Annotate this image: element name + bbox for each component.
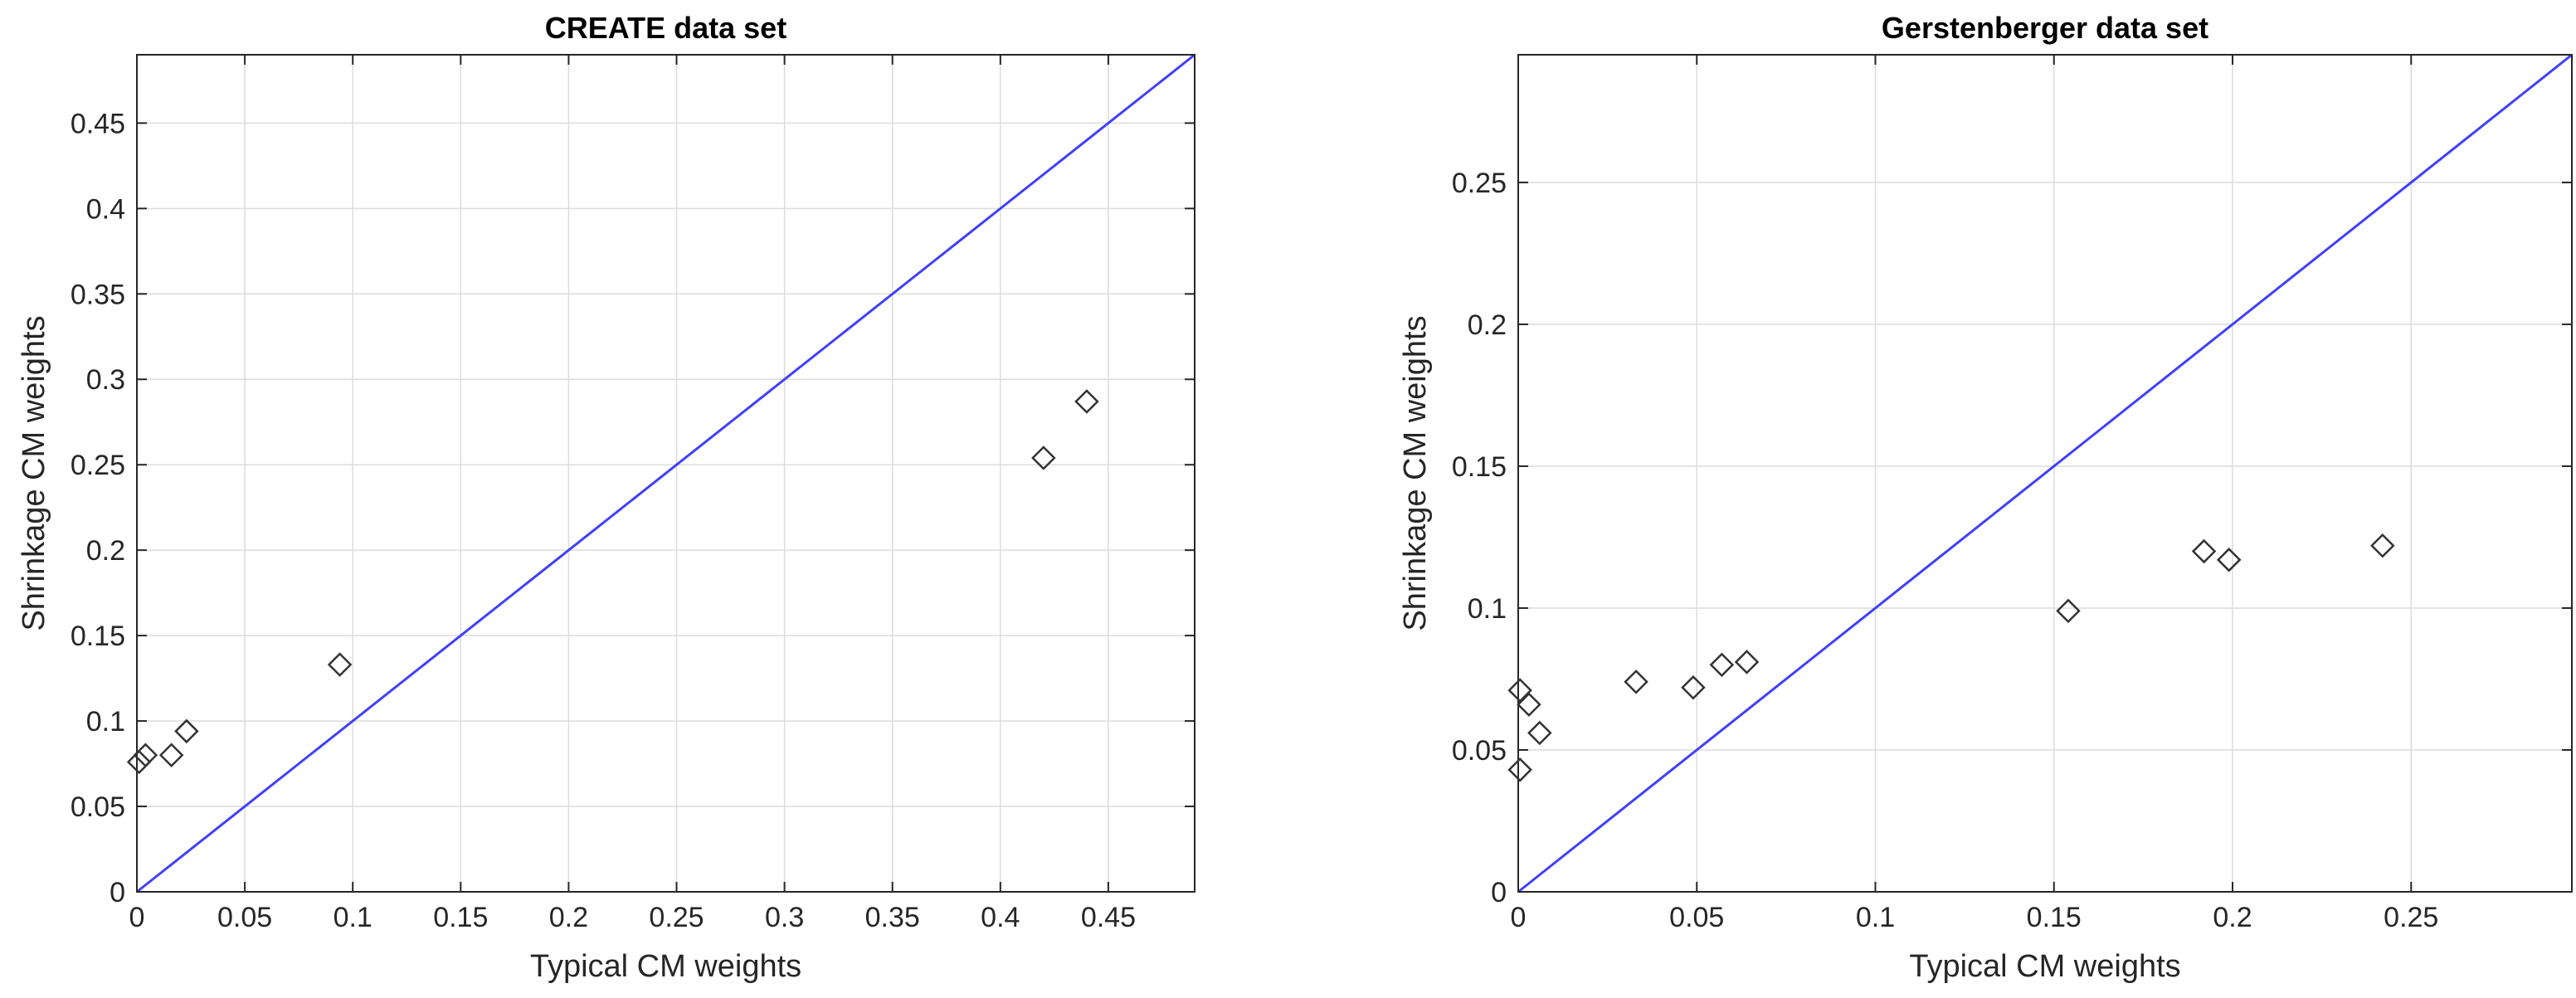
gerstenberger-data-point: [1734, 650, 1760, 674]
create-data-point: [133, 742, 158, 768]
gerstenberger-x-tick-label: 0.25: [2384, 902, 2438, 933]
gerstenberger-x-tick-label: 0.05: [1669, 902, 1724, 933]
create-data-point: [1031, 445, 1056, 470]
gerstenberger-data-point: [1681, 674, 1706, 700]
create-identity-line: [136, 53, 1195, 893]
gerstenberger-title: Gerstenberger data set: [1882, 11, 2208, 45]
create-data-point: [327, 652, 353, 677]
gerstenberger-data-point: [1709, 652, 1735, 678]
create-x-tick-label: 0.35: [865, 902, 920, 933]
create-y-tick-label: 0.25: [71, 450, 125, 481]
create-x-tick-label: 0.05: [217, 902, 272, 933]
gerstenberger-y-axis-label: Shrinkage CM weights: [1398, 315, 1433, 630]
create-data-point: [1074, 389, 1099, 414]
create-x-tick-label: 0.15: [433, 902, 488, 933]
create-y-tick-label: 0.35: [71, 279, 125, 310]
create-x-tick-label: 0.45: [1081, 902, 1136, 933]
gerstenberger-data-point: [2216, 548, 2242, 572]
gerstenberger-y-tick-label: 0.25: [1452, 168, 1507, 199]
create-x-tick-label: 0: [129, 902, 145, 933]
gerstenberger-y-tick-label: 0: [1491, 877, 1507, 908]
create-x-tick-label: 0.4: [981, 902, 1020, 933]
gerstenberger-data-point: [1624, 669, 1648, 694]
gerstenberger-x-tick-label: 0.2: [2213, 902, 2252, 933]
create-x-tick-label: 0.25: [649, 902, 704, 933]
create-y-tick-label: 0.3: [86, 364, 125, 396]
create-y-tick-label: 0.05: [71, 791, 125, 823]
gerstenberger-data-point: [1507, 678, 1532, 703]
gerstenberger-y-tick-label: 0.15: [1452, 451, 1507, 483]
chart-gerstenberger: 0 0.05 0.1 0.15 0.2 0.25 0 0.05 0.1 0.15 0.2 0.25 Ge…: [1398, 11, 2573, 984]
create-x-tick-label: 0.2: [549, 902, 588, 933]
gerstenberger-data-point: [2370, 533, 2395, 558]
gerstenberger-axes-box: [1517, 54, 2573, 893]
create-y-tick-label: 0.1: [86, 706, 125, 738]
create-data-point: [126, 749, 152, 775]
create-x-axis-label: Typical CM weights: [530, 949, 801, 984]
create-title: CREATE data set: [545, 11, 786, 45]
create-y-tick-label: 0: [110, 877, 125, 908]
create-x-tick-label: 0.1: [334, 902, 373, 933]
gerstenberger-x-axis-label: Typical CM weights: [1909, 949, 2180, 984]
gerstenberger-data-point: [1507, 757, 1532, 782]
gerstenberger-data-point: [1527, 720, 1552, 746]
create-x-tick-label: 0.3: [765, 902, 804, 933]
gerstenberger-x-tick-label: 0: [1511, 902, 1527, 933]
create-y-axis-label: Shrinkage CM weights: [17, 315, 51, 630]
chart-create: 0 0.05 0.1 0.15 0.2 0.25 0.3 0.35 0.4 0.45 0 0.05 0.…: [17, 11, 1195, 984]
create-y-tick-label: 0.15: [71, 621, 125, 652]
gerstenberger-y-tick-label: 0.1: [1468, 593, 1507, 625]
create-data-point: [158, 742, 184, 768]
create-data-point: [174, 718, 199, 744]
create-y-tick-label: 0.2: [86, 535, 125, 567]
create-y-tick-label: 0.4: [86, 193, 125, 225]
gerstenberger-data-point: [1517, 692, 1541, 718]
gerstenberger-y-tick-label: 0.05: [1452, 735, 1507, 767]
gerstenberger-data-point: [2056, 598, 2081, 624]
create-axes-box: [136, 54, 1195, 893]
gerstenberger-data-point: [2191, 538, 2217, 564]
gerstenberger-identity-line: [1517, 53, 2573, 893]
gerstenberger-x-tick-label: 0.15: [2027, 902, 2082, 933]
gerstenberger-x-tick-label: 0.1: [1856, 902, 1895, 933]
create-y-tick-label: 0.45: [71, 108, 125, 139]
gerstenberger-y-tick-label: 0.2: [1468, 309, 1507, 341]
